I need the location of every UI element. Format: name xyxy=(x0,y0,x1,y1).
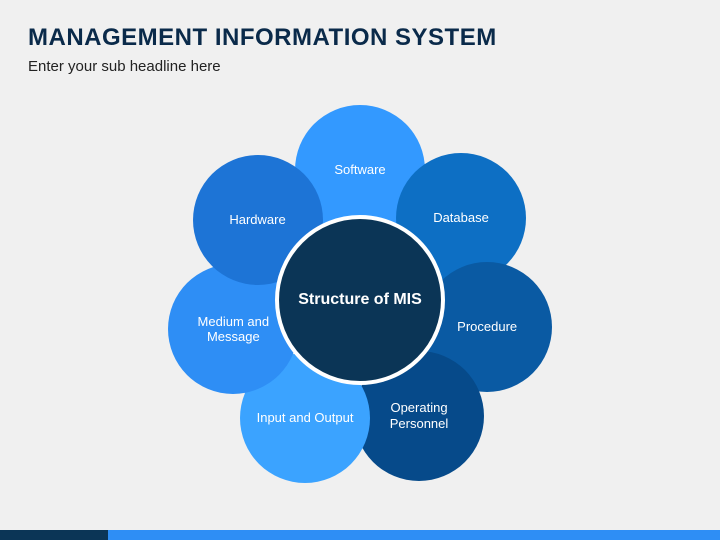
footer-segment-1 xyxy=(108,530,720,540)
footer-accent-bar xyxy=(0,530,720,540)
mis-radial-diagram: Software Database Procedure Operating Perso… xyxy=(150,90,570,510)
petal-label: Operating Personnel xyxy=(354,394,484,437)
petal-label: Hardware xyxy=(223,206,291,234)
center-label: Structure of MIS xyxy=(292,284,428,315)
footer-segment-0 xyxy=(0,530,108,540)
page-subtitle: Enter your sub headline here xyxy=(28,58,692,75)
petal-label: Procedure xyxy=(451,313,523,341)
petal-label: Input and Output xyxy=(251,404,360,432)
header: MANAGEMENT INFORMATION SYSTEM Enter your… xyxy=(0,0,720,75)
page-title: MANAGEMENT INFORMATION SYSTEM xyxy=(28,24,692,52)
center-node: Structure of MIS xyxy=(275,215,445,385)
petal-label: Software xyxy=(328,156,391,184)
petal-label: Database xyxy=(427,204,495,232)
